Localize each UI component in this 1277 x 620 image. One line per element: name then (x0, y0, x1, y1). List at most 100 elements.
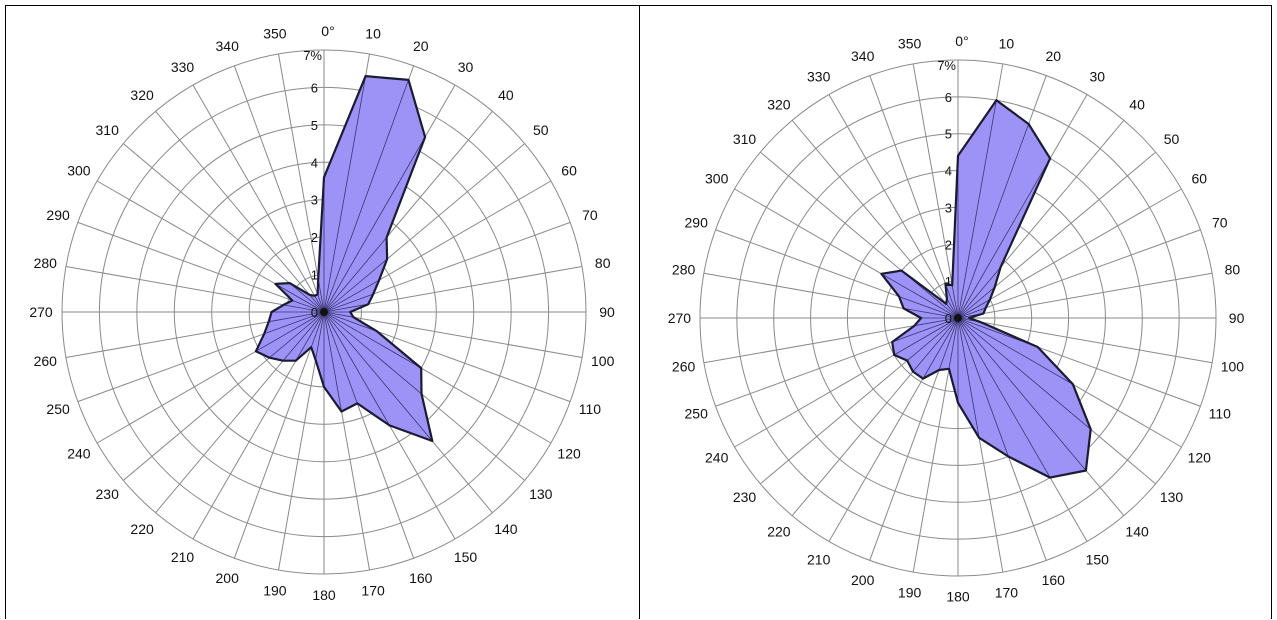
data-spoke (906, 317, 958, 361)
data-spoke (275, 283, 325, 313)
angle-label-220: 220 (130, 521, 154, 537)
angle-label-340: 340 (851, 48, 875, 64)
data-point-260 (913, 324, 915, 327)
radial-tick-label: 3 (944, 200, 951, 215)
grid-spoke (323, 311, 583, 358)
data-spoke (255, 311, 325, 352)
angle-label-230: 230 (732, 489, 756, 505)
data-spoke (292, 300, 325, 313)
data-point-60 (988, 298, 991, 301)
data-point-210 (921, 377, 924, 380)
data-point-20 (407, 79, 410, 81)
data-point-290 (897, 295, 900, 298)
data-point-50 (386, 258, 388, 260)
angle-label-30: 30 (458, 59, 474, 75)
data-point-240 (255, 350, 257, 353)
data-point-20 (1027, 123, 1029, 125)
angle-label-150: 150 (454, 549, 478, 565)
radial-tick-label: 6 (311, 80, 318, 95)
data-point-140 (431, 440, 434, 442)
data-point-190 (947, 368, 950, 370)
radial-tick-label: 5 (311, 118, 318, 133)
angle-label-290: 290 (46, 207, 70, 223)
center-dot (953, 314, 962, 322)
data-point-250 (890, 341, 893, 343)
data-point-270 (270, 311, 273, 313)
angle-label-240: 240 (67, 446, 91, 462)
angle-label-150: 150 (1085, 551, 1109, 567)
angle-label-320: 320 (767, 97, 791, 113)
data-spoke (893, 317, 958, 356)
radial-max-label: 7% (303, 48, 322, 63)
angle-label-50: 50 (1163, 131, 1179, 147)
radial-max-label: 7% (937, 58, 956, 73)
angle-label-0: 0° (321, 23, 334, 39)
data-point-350 (317, 278, 320, 280)
angle-label-300: 300 (67, 163, 91, 179)
data-point-210 (295, 359, 297, 362)
data-spoke (957, 317, 1086, 471)
data-spoke (323, 311, 422, 395)
angle-label-280: 280 (671, 262, 695, 278)
angle-label-110: 110 (579, 401, 602, 417)
angle-label-130: 130 (1159, 489, 1183, 505)
angle-label-140: 140 (494, 521, 518, 537)
data-spoke (880, 273, 958, 319)
angle-label-250: 250 (684, 405, 708, 421)
angle-label-100: 100 (1220, 358, 1244, 374)
data-point-70 (372, 293, 375, 295)
angle-label-240: 240 (705, 449, 729, 465)
data-spoke (957, 317, 1050, 478)
data-point-230 (268, 356, 271, 359)
angle-label-170: 170 (361, 583, 385, 599)
data-point-0 (323, 176, 325, 179)
angle-label-260: 260 (34, 353, 58, 369)
angle-label-30: 30 (1089, 69, 1105, 85)
grid-spoke (828, 94, 958, 319)
data-spoke (323, 279, 380, 313)
data-spoke (957, 299, 990, 319)
data-point-290 (291, 299, 294, 302)
radar-chart-left: 0 1 2 3 4 5 6 7% 0° 10 20 30 40 50 60 70 80 90 100 110 120 13… (29, 23, 615, 603)
data-spoke (323, 136, 426, 313)
data-spoke (317, 278, 325, 313)
data-spoke (903, 308, 958, 319)
angle-label-60: 60 (1191, 171, 1207, 187)
grid-spoke (957, 317, 1212, 364)
data-spoke (957, 317, 979, 438)
data-point-170 (977, 437, 980, 439)
data-point-160 (1007, 455, 1009, 458)
data-spoke (951, 285, 958, 319)
angle-label-350: 350 (897, 36, 921, 52)
data-spoke (898, 296, 958, 319)
radial-tick-label: 3 (311, 193, 318, 208)
data-spoke (957, 317, 1073, 385)
angle-label-20: 20 (1045, 48, 1061, 64)
radar-chart-right: 0 1 2 3 4 5 6 7% 0° 10 20 30 40 50 60 70 80 90 100 110 120 13… (667, 33, 1244, 605)
data-spoke (323, 258, 388, 313)
grid-spoke (233, 311, 325, 559)
data-point-10 (995, 99, 997, 101)
angle-label-330: 330 (171, 59, 195, 75)
data-point-150 (1048, 476, 1051, 479)
radial-tick-label: 2 (944, 237, 951, 252)
figure-frame: 0 1 2 3 4 5 6 7% 0° 10 20 30 40 50 60 70 80 90 100 110 120 13… (5, 5, 1272, 619)
angle-label-110: 110 (1208, 405, 1231, 421)
data-point-80 (982, 312, 984, 315)
data-point-70 (984, 307, 986, 309)
data-point-180 (956, 402, 959, 404)
data-point-150 (388, 424, 391, 427)
data-point-320 (944, 303, 947, 305)
data-spoke (323, 293, 374, 313)
grid-spoke (192, 84, 325, 313)
data-point-120 (1071, 383, 1074, 386)
grid-spoke (65, 266, 325, 313)
data-spoke (264, 311, 325, 335)
angle-label-90: 90 (599, 304, 615, 320)
angle-label-90: 90 (1228, 310, 1244, 326)
data-spoke (323, 311, 422, 369)
grid-spoke (233, 65, 325, 313)
data-point-280 (902, 307, 904, 310)
data-point-100 (352, 316, 355, 319)
data-spoke (323, 311, 433, 442)
